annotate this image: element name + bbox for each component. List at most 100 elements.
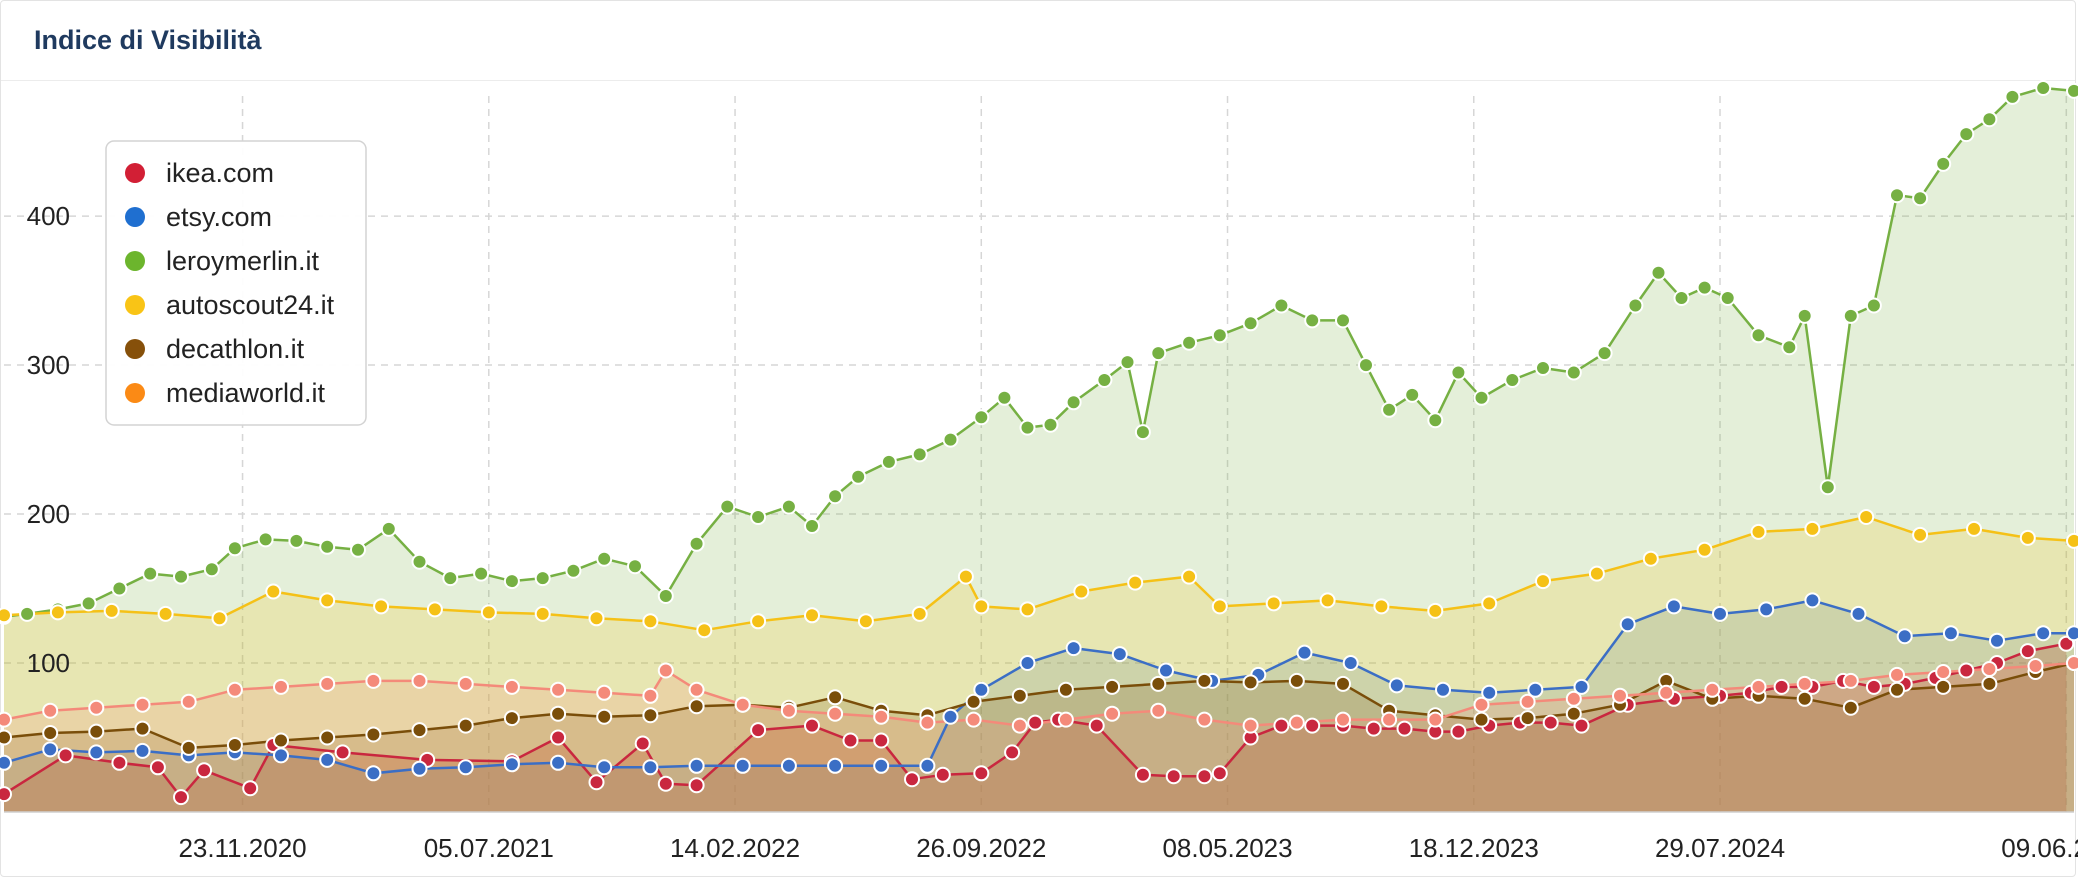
data-point[interactable] (1519, 710, 1536, 727)
data-point[interactable] (688, 757, 705, 774)
data-point[interactable] (1773, 678, 1790, 695)
data-point[interactable] (1573, 678, 1590, 695)
data-point[interactable] (1865, 297, 1882, 314)
data-point[interactable] (411, 760, 428, 777)
data-point[interactable] (1111, 646, 1128, 663)
data-point[interactable] (1427, 602, 1444, 619)
data-point[interactable] (1565, 705, 1582, 722)
data-point[interactable] (203, 561, 220, 578)
data-point[interactable] (1473, 389, 1490, 406)
data-point[interactable] (642, 759, 659, 776)
data-point[interactable] (1211, 598, 1228, 615)
data-point[interactable] (1435, 681, 1451, 698)
data-point[interactable] (996, 389, 1013, 406)
data-point[interactable] (0, 729, 12, 746)
data-point[interactable] (827, 757, 844, 774)
data-point[interactable] (734, 757, 751, 774)
data-point[interactable] (2004, 88, 2021, 105)
data-point[interactable] (180, 693, 197, 710)
data-point[interactable] (0, 607, 12, 624)
data-point[interactable] (480, 604, 497, 621)
data-point[interactable] (1781, 339, 1798, 356)
data-point[interactable] (1504, 372, 1521, 388)
data-point[interactable] (1011, 687, 1028, 704)
data-point[interactable] (1027, 714, 1044, 731)
data-point[interactable] (588, 610, 605, 627)
data-point[interactable] (1404, 386, 1421, 403)
data-point[interactable] (226, 737, 243, 753)
data-point[interactable] (42, 725, 59, 741)
data-point[interactable] (1242, 315, 1259, 332)
data-point[interactable] (596, 684, 613, 701)
data-point[interactable] (804, 607, 820, 624)
data-point[interactable] (0, 786, 12, 803)
data-point[interactable] (1958, 126, 1975, 143)
data-point[interactable] (534, 605, 551, 622)
data-point[interactable] (1850, 605, 1867, 622)
data-point[interactable] (1304, 717, 1321, 734)
data-point[interactable] (365, 726, 382, 743)
data-point[interactable] (1796, 307, 1813, 324)
data-point[interactable] (1565, 364, 1582, 381)
data-point[interactable] (1842, 699, 1859, 716)
data-point[interactable] (173, 568, 189, 585)
data-point[interactable] (942, 708, 959, 725)
data-point[interactable] (965, 693, 982, 710)
data-point[interactable] (319, 675, 336, 692)
data-point[interactable] (1819, 479, 1836, 496)
data-point[interactable] (1104, 678, 1121, 695)
data-point[interactable] (1588, 565, 1605, 582)
data-point[interactable] (696, 622, 713, 639)
data-point[interactable] (1288, 714, 1305, 731)
data-point[interactable] (1966, 520, 1982, 537)
data-point[interactable] (1804, 592, 1821, 609)
data-point[interactable] (957, 568, 974, 585)
data-point[interactable] (226, 681, 243, 698)
data-point[interactable] (642, 707, 659, 724)
data-point[interactable] (1842, 672, 1859, 689)
data-point[interactable] (1134, 766, 1151, 783)
data-point[interactable] (1388, 677, 1405, 694)
legend-item-decathlon.it[interactable]: decathlon.it (125, 334, 305, 364)
data-point[interactable] (1335, 711, 1351, 728)
data-point[interactable] (319, 592, 336, 609)
data-point[interactable] (111, 580, 128, 597)
data-point[interactable] (1304, 312, 1321, 329)
data-point[interactable] (196, 762, 213, 779)
data-point[interactable] (1481, 595, 1498, 612)
data-point[interactable] (1358, 357, 1374, 374)
data-point[interactable] (1658, 684, 1675, 701)
data-point[interactable] (1719, 290, 1736, 306)
data-point[interactable] (1319, 592, 1336, 609)
data-point[interactable] (1288, 672, 1305, 689)
data-point[interactable] (457, 675, 474, 692)
data-point[interactable] (2058, 635, 2075, 652)
data-point[interactable] (1935, 155, 1952, 172)
data-point[interactable] (1057, 711, 1074, 728)
data-point[interactable] (1396, 720, 1413, 737)
data-point[interactable] (596, 759, 613, 776)
data-point[interactable] (365, 765, 382, 782)
data-point[interactable] (1696, 279, 1713, 296)
data-point[interactable] (780, 757, 797, 774)
data-point[interactable] (642, 687, 659, 704)
data-point[interactable] (973, 681, 990, 698)
data-point[interactable] (1365, 720, 1382, 737)
data-point[interactable] (503, 710, 520, 727)
data-point[interactable] (350, 541, 366, 558)
legend-item-autoscout24.it[interactable]: autoscout24.it (125, 290, 335, 320)
data-point[interactable] (42, 702, 59, 719)
data-point[interactable] (1912, 526, 1929, 543)
data-point[interactable] (1381, 401, 1398, 418)
data-point[interactable] (750, 722, 767, 739)
data-point[interactable] (1158, 662, 1174, 679)
data-point[interactable] (2035, 625, 2052, 642)
data-point[interactable] (627, 558, 643, 575)
data-point[interactable] (0, 754, 12, 771)
data-point[interactable] (88, 744, 105, 761)
data-point[interactable] (688, 681, 705, 698)
data-point[interactable] (2019, 529, 2036, 546)
data-point[interactable] (804, 518, 820, 534)
data-point[interactable] (911, 446, 928, 463)
data-point[interactable] (1565, 690, 1582, 707)
